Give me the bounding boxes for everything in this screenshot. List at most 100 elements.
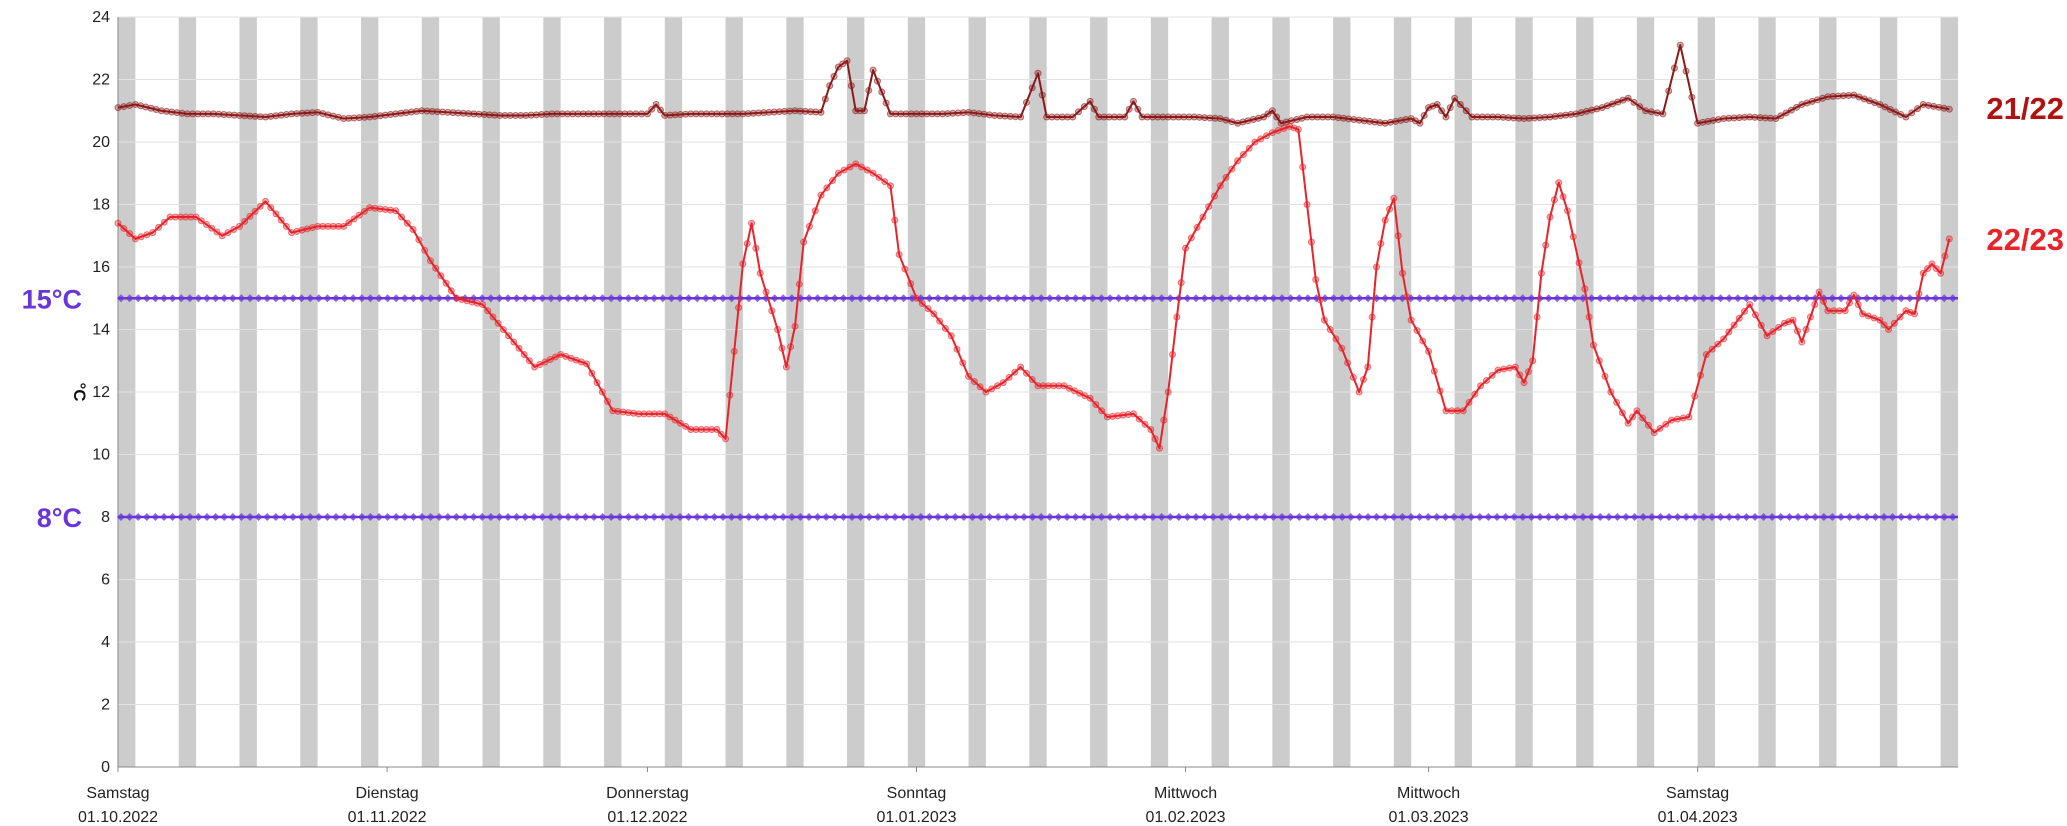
reference-marker <box>684 513 693 521</box>
series-point <box>671 111 679 119</box>
series-point <box>1055 382 1063 390</box>
series-point <box>1911 310 1919 318</box>
series-point <box>355 211 363 219</box>
reference-marker <box>693 294 702 303</box>
series-point <box>1697 371 1705 379</box>
series-point <box>907 280 915 288</box>
series-point <box>1386 205 1394 213</box>
reference-marker <box>985 294 994 303</box>
reference-marker <box>1252 513 1261 521</box>
reference-marker <box>1527 294 1536 303</box>
series-label: 22/23 <box>1986 222 2064 257</box>
reference-marker <box>1493 513 1501 521</box>
reference-marker <box>1725 294 1734 303</box>
reference-marker <box>1278 513 1286 521</box>
reference-marker <box>1097 513 1106 521</box>
y-tick-label: 12 <box>92 384 110 401</box>
series-point <box>1489 113 1497 121</box>
reference-marker <box>942 294 951 303</box>
series-point <box>858 163 866 171</box>
reference-marker <box>1157 294 1166 303</box>
series-point <box>155 223 163 231</box>
series-point <box>1494 366 1502 374</box>
series-point <box>334 222 342 230</box>
reference-marker <box>770 294 779 303</box>
reference-marker <box>125 513 134 521</box>
series-point <box>1751 113 1759 121</box>
series-point <box>1471 390 1479 398</box>
series-point <box>381 206 389 213</box>
series-point <box>666 413 674 421</box>
series-point <box>178 109 186 117</box>
series-point <box>656 106 664 114</box>
x-tick-weekday: Mittwoch <box>1154 785 1217 802</box>
series-point <box>288 110 296 118</box>
series-point <box>1399 269 1407 277</box>
series-point <box>1935 103 1943 111</box>
reference-marker <box>1260 294 1269 303</box>
reference-marker <box>1450 513 1458 521</box>
reference-marker <box>1037 294 1046 303</box>
series-point <box>277 216 285 224</box>
reference-marker <box>1286 294 1295 303</box>
series-point <box>371 112 379 120</box>
series-point <box>1360 117 1368 125</box>
reference-marker <box>1759 294 1768 303</box>
reference-marker <box>383 513 392 521</box>
reference-marker <box>452 513 461 521</box>
series-point <box>1075 108 1083 116</box>
series-point <box>350 114 358 122</box>
series-point <box>1511 363 1519 371</box>
series-point <box>345 219 353 227</box>
series-point <box>1806 313 1814 321</box>
series-point <box>1368 313 1376 321</box>
series-point <box>774 326 782 333</box>
series-point <box>1303 201 1311 208</box>
series-point <box>1095 113 1103 121</box>
series-point <box>1763 332 1771 340</box>
series-point <box>1572 110 1580 118</box>
reference-marker <box>1106 294 1114 303</box>
series-point <box>1924 265 1932 273</box>
series-point <box>505 332 513 340</box>
series-point <box>1902 113 1910 121</box>
reference-marker <box>160 294 168 303</box>
series-point <box>225 111 233 119</box>
reference-marker <box>228 294 237 303</box>
reference-marker <box>1716 513 1725 521</box>
reference-marker <box>1837 513 1845 521</box>
reference-marker <box>125 294 134 303</box>
series-point <box>891 216 899 224</box>
series-point <box>1034 69 1042 77</box>
reference-marker <box>486 294 495 303</box>
series-point <box>933 110 941 118</box>
series-point <box>397 109 405 117</box>
reference-marker <box>1209 513 1218 521</box>
reference-marker <box>1948 294 1957 303</box>
series-point <box>1834 92 1842 100</box>
reference-marker <box>349 294 358 303</box>
series-point <box>1234 157 1242 165</box>
reference-marker <box>830 294 839 303</box>
series-point <box>1735 314 1743 322</box>
reference-marker <box>1183 294 1192 303</box>
reference-marker <box>1914 513 1923 521</box>
series-point <box>1589 341 1597 349</box>
reference-marker <box>1295 294 1304 303</box>
series-point <box>830 72 838 80</box>
series-point <box>1777 112 1785 120</box>
series-point <box>886 182 894 190</box>
series-point <box>152 106 160 113</box>
reference-marker <box>366 513 375 521</box>
series-point <box>834 169 842 177</box>
reference-marker <box>1381 513 1390 521</box>
series-point <box>976 383 984 391</box>
series-point <box>501 111 509 119</box>
reference-marker <box>1303 513 1312 521</box>
series-point <box>1069 113 1077 121</box>
series-point <box>1542 241 1550 249</box>
series-point <box>1313 113 1321 121</box>
series-point <box>865 86 873 94</box>
series-point <box>1919 269 1927 277</box>
reference-marker <box>1768 513 1777 521</box>
